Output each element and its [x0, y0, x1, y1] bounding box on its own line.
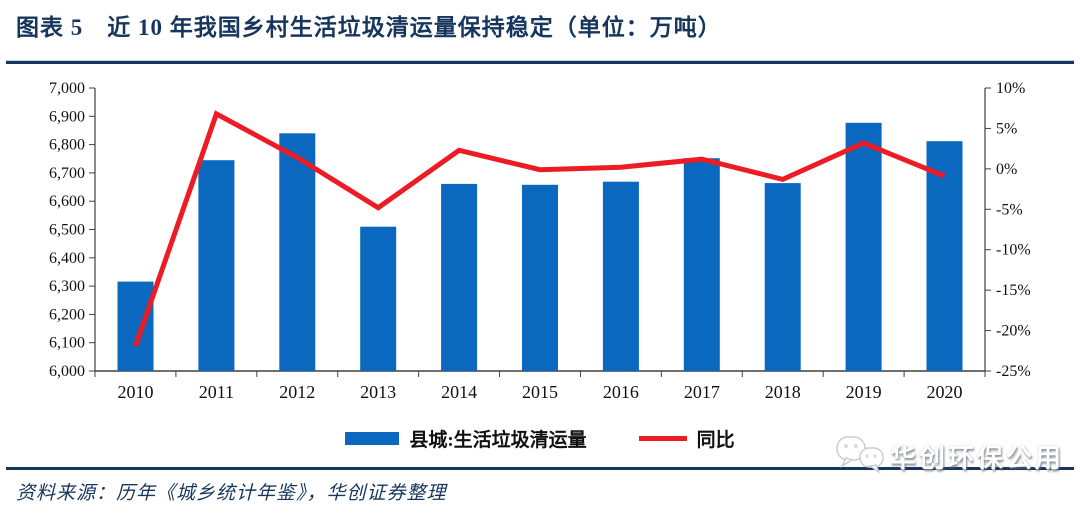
bar-2020 — [926, 141, 963, 371]
year-label: 2018 — [765, 382, 801, 402]
year-label: 2016 — [603, 382, 639, 402]
bar-2015 — [522, 184, 558, 371]
right-axis-label: -5% — [996, 201, 1023, 218]
bar-2011 — [198, 160, 235, 371]
watermark-text: 华创环保公用 — [889, 443, 1064, 473]
right-axis-label: -20% — [996, 323, 1031, 340]
left-axis-label: 6,900 — [49, 108, 85, 125]
year-label: 2013 — [360, 382, 396, 402]
wechat-icon — [834, 432, 886, 481]
year-label: 2015 — [522, 382, 558, 402]
right-axis-label: 10% — [996, 80, 1025, 97]
year-label: 2011 — [199, 382, 234, 402]
right-axis-label: -25% — [996, 363, 1031, 380]
left-axis-label: 7,000 — [49, 80, 85, 97]
title-divider — [6, 60, 1074, 64]
wechat-watermark: 华创环保公用 — [834, 434, 1064, 478]
year-label: 2010 — [117, 382, 153, 402]
left-axis-label: 6,700 — [49, 165, 85, 182]
chart-legend: 县城:生活垃圾清运量 同比 — [0, 424, 1080, 452]
bar-2018 — [764, 183, 801, 371]
year-label: 2014 — [441, 382, 477, 402]
left-axis-label: 6,400 — [49, 250, 85, 267]
legend-item-line: 同比 — [638, 425, 735, 452]
left-axis-label: 6,000 — [49, 363, 85, 380]
bar-2017 — [683, 158, 720, 371]
legend-item-bar: 县城:生活垃圾清运量 — [345, 425, 587, 452]
bar-2012 — [279, 133, 316, 371]
left-axis-label: 6,500 — [49, 222, 85, 239]
right-axis-label: 0% — [996, 161, 1017, 178]
year-label: 2020 — [927, 382, 963, 402]
year-label: 2012 — [279, 382, 315, 402]
figure-title: 图表 5 近 10 年我国乡村生活垃圾清运量保持稳定（单位：万吨） — [16, 15, 722, 40]
bar-2013 — [360, 226, 397, 371]
right-axis-label: -15% — [996, 282, 1031, 299]
source-note: 资料来源：历年《城乡统计年鉴》，华创证券整理 — [16, 483, 447, 504]
line-series-label: 同比 — [696, 429, 735, 451]
line-series-swatch — [638, 435, 687, 441]
year-label: 2019 — [846, 382, 882, 402]
left-axis-label: 6,600 — [49, 193, 85, 210]
right-axis-label: 5% — [996, 120, 1017, 137]
bar-2016 — [602, 181, 639, 371]
combo-chart-canvas: 7,000 6,900 6,800 6,700 6,600 6,500 6,400 6,300… — [49, 80, 1031, 402]
left-axis-label: 6,800 — [49, 137, 85, 154]
bar-2010 — [117, 281, 154, 371]
left-axis-label: 6,100 — [49, 335, 85, 352]
left-axis-label: 6,300 — [49, 278, 85, 295]
bar-2019 — [845, 122, 882, 371]
bar-series-label: 县城:生活垃圾清运量 — [409, 429, 587, 451]
bar-2014 — [441, 183, 478, 371]
yoy-line — [133, 110, 946, 347]
right-axis-label: -10% — [996, 242, 1031, 259]
footer-divider — [6, 467, 1074, 470]
year-label: 2017 — [684, 382, 720, 402]
bar-series-swatch — [345, 431, 400, 445]
left-axis-label: 6,200 — [49, 306, 85, 323]
